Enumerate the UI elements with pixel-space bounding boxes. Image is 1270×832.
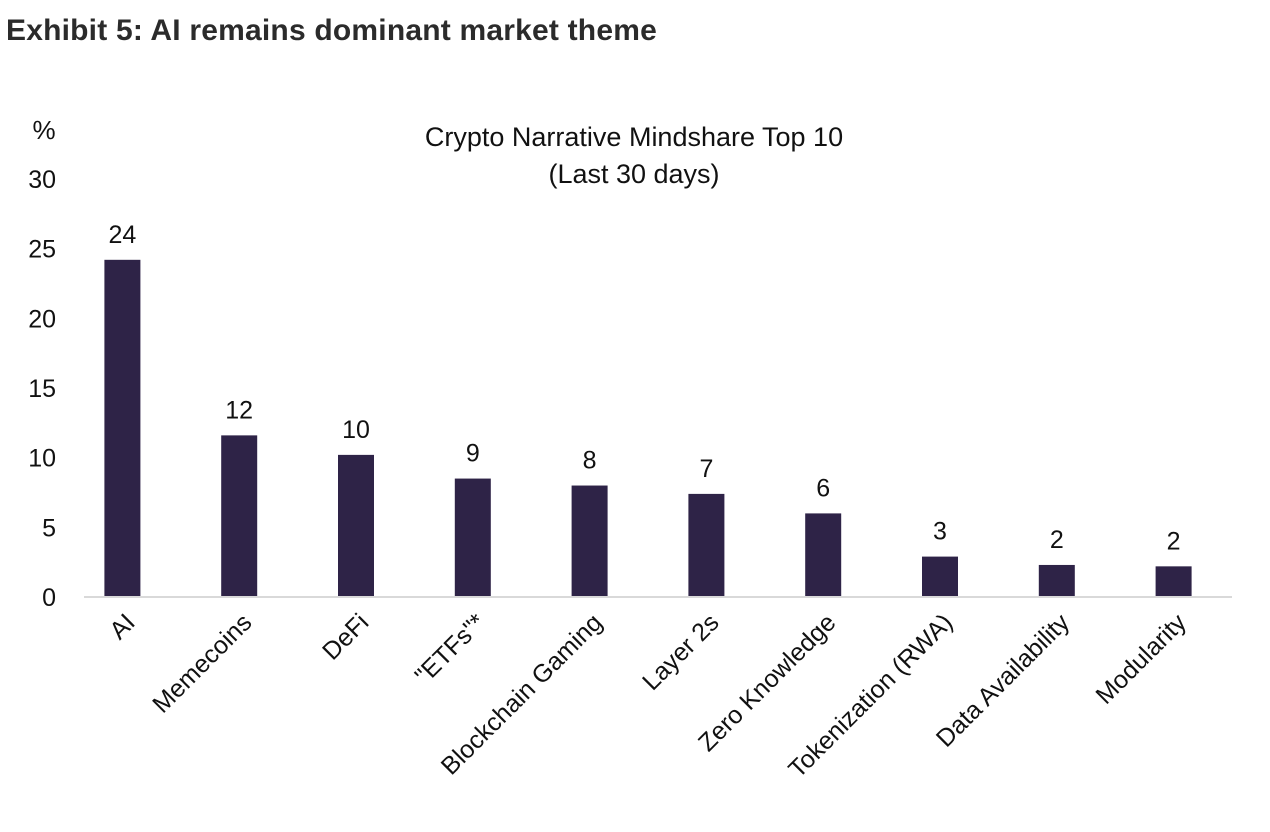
- x-axis-labels: AI Memecoins DeFi "ETFs"*Blockchain Gaming L…: [104, 608, 1192, 783]
- x-tick-label: "ETFs"*: [410, 608, 492, 690]
- y-axis-unit-label: %: [32, 115, 55, 145]
- y-tick-label: 20: [28, 305, 56, 333]
- data-label: 2: [1050, 526, 1064, 554]
- bar: [338, 454, 374, 597]
- y-tick-label: 30: [28, 166, 56, 194]
- data-label: 6: [816, 474, 830, 502]
- y-tick-label: 25: [28, 236, 56, 264]
- chart-subtitle: (Last 30 days): [548, 159, 719, 189]
- y-tick-label: 0: [42, 584, 56, 612]
- data-label: 3: [933, 518, 947, 546]
- y-tick-label: 10: [28, 445, 56, 473]
- data-label: 10: [342, 416, 370, 444]
- bar: [688, 493, 725, 597]
- x-tick-label: Memecoins: [147, 608, 257, 718]
- x-tick-label: Layer 2s: [637, 608, 725, 696]
- data-labels-group: 24 12 10 9 8 7 6 3 2 2: [108, 221, 1180, 556]
- bar: [805, 513, 842, 597]
- data-label: 9: [466, 440, 480, 468]
- data-label: 24: [108, 221, 136, 249]
- bar: [1038, 564, 1075, 597]
- bar: [104, 259, 141, 597]
- y-tick-label: 5: [42, 514, 56, 542]
- data-label: 12: [225, 396, 253, 424]
- bar: [454, 478, 491, 597]
- x-tick-label: DeFi: [317, 608, 374, 665]
- data-label: 8: [583, 447, 597, 475]
- bars-group: [104, 259, 1192, 597]
- x-tick-label: Modularity: [1090, 608, 1192, 710]
- y-tick-label: 15: [28, 375, 56, 403]
- bar: [571, 485, 608, 597]
- bar: [1155, 566, 1192, 597]
- data-label: 7: [699, 455, 713, 483]
- exhibit-title: Exhibit 5: AI remains dominant market th…: [6, 14, 657, 47]
- chart-title: Crypto Narrative Mindshare Top 10: [425, 122, 843, 152]
- y-axis: 0 5 10 15 20 25 30: [28, 166, 56, 612]
- bar: [922, 556, 958, 597]
- x-tick-label: AI: [104, 608, 141, 645]
- bar: [221, 435, 258, 597]
- data-label: 2: [1167, 527, 1181, 555]
